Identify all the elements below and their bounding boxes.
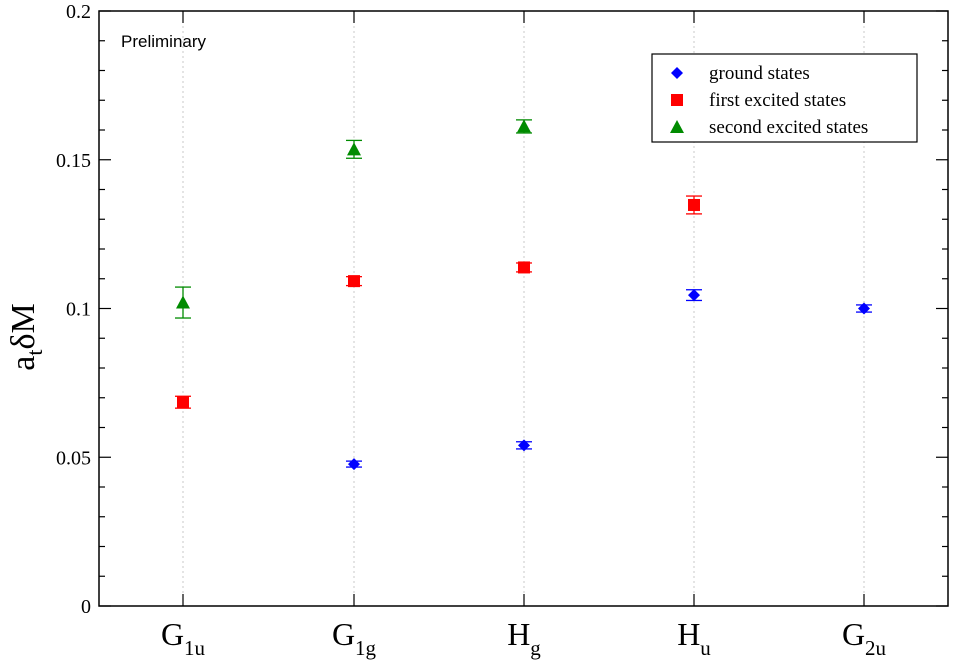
legend: ground states first excited states second … xyxy=(651,53,918,143)
point-triangle xyxy=(517,119,531,133)
legend-label: second excited states xyxy=(709,117,868,138)
point-square xyxy=(688,198,700,211)
point-square xyxy=(177,396,189,409)
legend-marker-diamond xyxy=(671,67,683,79)
y-tick-label: 0.2 xyxy=(66,1,91,23)
x-category-label: Hg xyxy=(507,616,541,660)
y-tick-label: 0 xyxy=(81,596,91,618)
point-diamond xyxy=(688,289,700,302)
y-axis-ticks xyxy=(99,10,948,607)
legend-marker-square xyxy=(671,94,683,106)
y-tick-label: 0.15 xyxy=(56,150,91,172)
legend-label: first excited states xyxy=(709,90,846,111)
point-diamond xyxy=(518,439,530,452)
x-category-label: Hu xyxy=(677,616,711,660)
legend-box xyxy=(651,53,918,143)
point-triangle xyxy=(176,295,190,309)
category-gridlines xyxy=(182,11,865,606)
preliminary-annotation: Preliminary xyxy=(121,32,207,51)
y-axis-label: atδM xyxy=(5,303,47,370)
y-tick-label: 0.1 xyxy=(66,299,91,321)
x-category-label: G1u xyxy=(161,616,206,660)
legend-label: ground states xyxy=(709,63,810,84)
x-axis-ticks xyxy=(182,11,865,606)
y-tick-label: 0.05 xyxy=(56,447,91,469)
legend-marker-triangle xyxy=(670,120,684,133)
point-square xyxy=(348,275,360,288)
x-category-label: G2u xyxy=(842,616,887,660)
point-diamond xyxy=(858,302,870,315)
data-markers xyxy=(176,119,870,471)
x-category-label: G1g xyxy=(332,616,377,660)
point-diamond xyxy=(348,458,360,471)
y-axis-label-main: a xyxy=(5,356,42,371)
y-axis-tick-labels: 0 0.05 0.1 0.15 0.2 xyxy=(56,1,91,618)
plot-frame xyxy=(98,10,949,607)
x-axis-category-labels: G1u G1g Hg Hu G2u xyxy=(161,616,887,660)
y-axis-label-rest: δM xyxy=(5,303,42,349)
point-square xyxy=(518,261,530,274)
point-triangle xyxy=(347,142,361,156)
y-axis-label-sub: t xyxy=(22,350,47,356)
